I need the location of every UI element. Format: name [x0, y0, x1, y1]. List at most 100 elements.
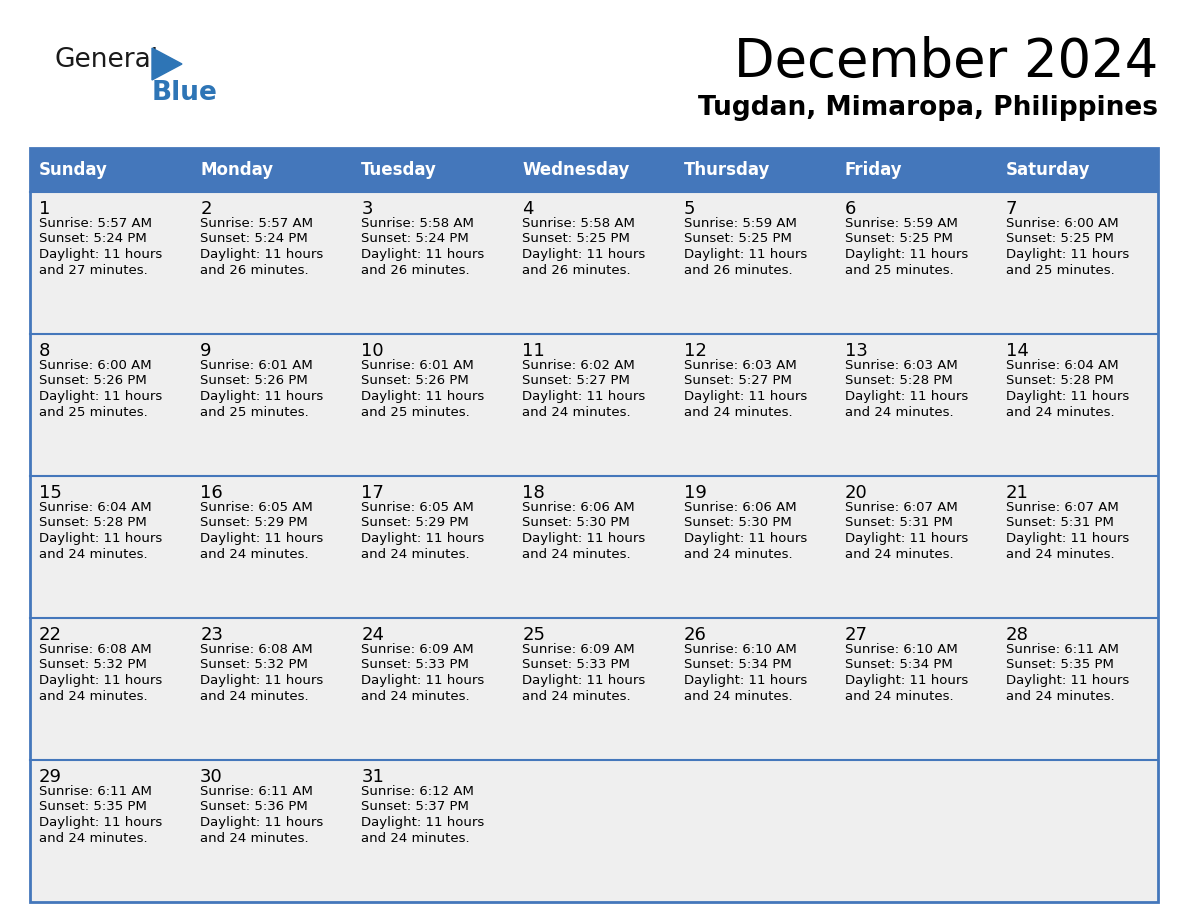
Bar	[30, 148, 1158, 902]
Text: Sunrise: 6:04 AM: Sunrise: 6:04 AM	[1006, 359, 1118, 372]
Text: Sunset: 5:32 PM: Sunset: 5:32 PM	[200, 658, 308, 671]
Bar	[353, 148, 513, 192]
Text: 13: 13	[845, 342, 867, 360]
Text: Sunrise: 6:05 AM: Sunrise: 6:05 AM	[361, 501, 474, 514]
Bar	[513, 334, 675, 476]
Text: Sunrise: 6:06 AM: Sunrise: 6:06 AM	[683, 501, 796, 514]
Text: Daylight: 11 hours: Daylight: 11 hours	[523, 532, 646, 545]
Text: 2: 2	[200, 200, 211, 218]
Text: Sunrise: 6:11 AM: Sunrise: 6:11 AM	[1006, 643, 1119, 656]
Text: 30: 30	[200, 768, 223, 786]
Bar	[997, 760, 1158, 902]
Bar	[997, 334, 1158, 476]
Text: Daylight: 11 hours: Daylight: 11 hours	[39, 390, 163, 403]
Text: Sunrise: 6:10 AM: Sunrise: 6:10 AM	[683, 643, 796, 656]
Bar	[30, 476, 191, 618]
Bar	[997, 148, 1158, 192]
Text: Daylight: 11 hours: Daylight: 11 hours	[361, 532, 485, 545]
Text: Sunset: 5:25 PM: Sunset: 5:25 PM	[1006, 232, 1113, 245]
Bar	[191, 334, 353, 476]
Text: 1: 1	[39, 200, 50, 218]
Text: Daylight: 11 hours: Daylight: 11 hours	[683, 248, 807, 261]
Text: and 24 minutes.: and 24 minutes.	[1006, 406, 1114, 419]
Text: Daylight: 11 hours: Daylight: 11 hours	[845, 390, 968, 403]
Text: Daylight: 11 hours: Daylight: 11 hours	[523, 674, 646, 687]
Text: Sunset: 5:33 PM: Sunset: 5:33 PM	[361, 658, 469, 671]
Text: and 24 minutes.: and 24 minutes.	[39, 689, 147, 702]
Text: Sunrise: 5:58 AM: Sunrise: 5:58 AM	[361, 217, 474, 230]
Text: Tugdan, Mimaropa, Philippines: Tugdan, Mimaropa, Philippines	[699, 95, 1158, 121]
Text: 18: 18	[523, 484, 545, 502]
Text: and 24 minutes.: and 24 minutes.	[845, 689, 953, 702]
Text: and 24 minutes.: and 24 minutes.	[523, 406, 631, 419]
Text: Blue: Blue	[152, 80, 217, 106]
Text: Daylight: 11 hours: Daylight: 11 hours	[1006, 532, 1129, 545]
Text: and 25 minutes.: and 25 minutes.	[1006, 263, 1114, 276]
Bar	[675, 334, 835, 476]
Text: Sunset: 5:25 PM: Sunset: 5:25 PM	[683, 232, 791, 245]
Text: and 24 minutes.: and 24 minutes.	[200, 689, 309, 702]
Text: 26: 26	[683, 626, 707, 644]
Text: and 24 minutes.: and 24 minutes.	[39, 547, 147, 561]
Text: 9: 9	[200, 342, 211, 360]
Text: Daylight: 11 hours: Daylight: 11 hours	[200, 390, 323, 403]
Bar	[191, 618, 353, 760]
Bar	[997, 618, 1158, 760]
Text: and 24 minutes.: and 24 minutes.	[39, 832, 147, 845]
Text: Daylight: 11 hours: Daylight: 11 hours	[39, 248, 163, 261]
Bar	[835, 148, 997, 192]
Text: Sunset: 5:35 PM: Sunset: 5:35 PM	[39, 800, 147, 813]
Text: Sunset: 5:32 PM: Sunset: 5:32 PM	[39, 658, 147, 671]
Bar	[835, 476, 997, 618]
Bar	[513, 192, 675, 334]
Text: and 24 minutes.: and 24 minutes.	[361, 832, 470, 845]
Text: Sunset: 5:33 PM: Sunset: 5:33 PM	[523, 658, 631, 671]
Text: Sunrise: 6:09 AM: Sunrise: 6:09 AM	[361, 643, 474, 656]
Bar	[835, 192, 997, 334]
Text: 17: 17	[361, 484, 384, 502]
Text: Sunset: 5:24 PM: Sunset: 5:24 PM	[361, 232, 469, 245]
Text: and 26 minutes.: and 26 minutes.	[683, 263, 792, 276]
Bar	[675, 148, 835, 192]
Text: 11: 11	[523, 342, 545, 360]
Text: 29: 29	[39, 768, 62, 786]
Text: Daylight: 11 hours: Daylight: 11 hours	[39, 816, 163, 829]
Text: Sunset: 5:25 PM: Sunset: 5:25 PM	[523, 232, 631, 245]
Text: Daylight: 11 hours: Daylight: 11 hours	[39, 532, 163, 545]
Text: Sunset: 5:27 PM: Sunset: 5:27 PM	[683, 375, 791, 387]
Bar	[191, 476, 353, 618]
Text: Daylight: 11 hours: Daylight: 11 hours	[1006, 248, 1129, 261]
Text: Daylight: 11 hours: Daylight: 11 hours	[683, 674, 807, 687]
Text: Sunset: 5:24 PM: Sunset: 5:24 PM	[39, 232, 147, 245]
Text: Sunrise: 6:04 AM: Sunrise: 6:04 AM	[39, 501, 152, 514]
Text: Sunrise: 6:10 AM: Sunrise: 6:10 AM	[845, 643, 958, 656]
Text: Sunrise: 5:58 AM: Sunrise: 5:58 AM	[523, 217, 636, 230]
Text: Sunrise: 6:09 AM: Sunrise: 6:09 AM	[523, 643, 636, 656]
Text: Sunset: 5:26 PM: Sunset: 5:26 PM	[200, 375, 308, 387]
Bar	[30, 148, 191, 192]
Bar	[30, 618, 191, 760]
Text: 14: 14	[1006, 342, 1029, 360]
Text: and 27 minutes.: and 27 minutes.	[39, 263, 147, 276]
Text: and 24 minutes.: and 24 minutes.	[200, 832, 309, 845]
Bar	[835, 618, 997, 760]
Text: and 24 minutes.: and 24 minutes.	[523, 547, 631, 561]
Text: General: General	[55, 47, 159, 73]
Text: 3: 3	[361, 200, 373, 218]
Text: Sunset: 5:26 PM: Sunset: 5:26 PM	[39, 375, 147, 387]
Bar	[675, 476, 835, 618]
Text: Sunrise: 6:01 AM: Sunrise: 6:01 AM	[361, 359, 474, 372]
Text: Daylight: 11 hours: Daylight: 11 hours	[845, 532, 968, 545]
Text: Sunset: 5:26 PM: Sunset: 5:26 PM	[361, 375, 469, 387]
Bar	[835, 760, 997, 902]
Text: Sunset: 5:34 PM: Sunset: 5:34 PM	[683, 658, 791, 671]
Text: Monday: Monday	[200, 161, 273, 179]
Text: 16: 16	[200, 484, 223, 502]
Text: Daylight: 11 hours: Daylight: 11 hours	[361, 674, 485, 687]
Text: Sunrise: 6:11 AM: Sunrise: 6:11 AM	[39, 785, 152, 798]
Text: Thursday: Thursday	[683, 161, 770, 179]
Text: Sunrise: 6:03 AM: Sunrise: 6:03 AM	[683, 359, 796, 372]
Text: 8: 8	[39, 342, 50, 360]
Text: 22: 22	[39, 626, 62, 644]
Text: Sunset: 5:31 PM: Sunset: 5:31 PM	[1006, 517, 1113, 530]
